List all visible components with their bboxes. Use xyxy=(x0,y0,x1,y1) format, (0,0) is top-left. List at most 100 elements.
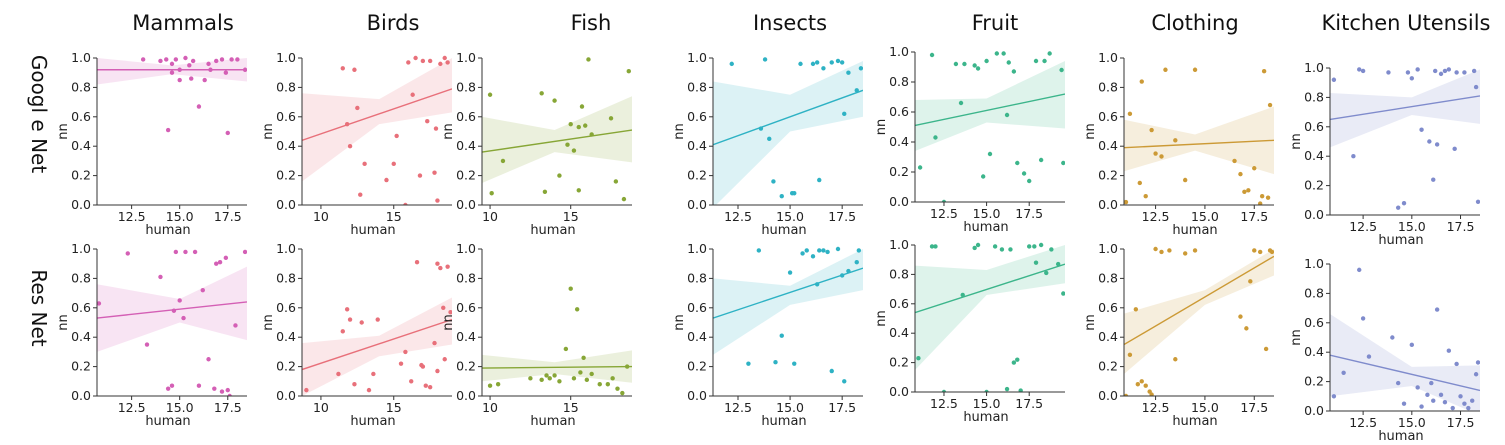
data-point xyxy=(933,244,938,249)
x-axis-label: human xyxy=(530,414,575,429)
data-point xyxy=(615,386,620,391)
y-tick-label: 0.6 xyxy=(889,296,909,311)
confidence-band xyxy=(302,58,452,182)
data-point xyxy=(825,249,830,255)
data-point xyxy=(158,58,163,64)
regression-line xyxy=(482,365,632,369)
data-point xyxy=(994,51,1000,56)
data-point xyxy=(980,174,986,179)
plot-area xyxy=(915,51,1065,202)
data-point xyxy=(1442,68,1448,74)
data-point xyxy=(1139,79,1144,84)
x-axis-label: human xyxy=(350,223,395,238)
x-tick-label: 15 xyxy=(563,209,579,224)
data-point xyxy=(227,393,232,396)
panel-fruit-row1: 0.0 0.2 0.4 0.6 0.8 1.0 12.5 15.0 17.5 human nn xyxy=(874,237,1065,425)
data-point xyxy=(487,383,493,388)
data-point xyxy=(403,349,408,355)
data-point xyxy=(500,158,506,164)
data-point xyxy=(489,191,494,196)
y-tick-label: 0.2 xyxy=(276,359,296,374)
column-title-kitchen-utensils: Kitchen Utensils xyxy=(1322,11,1491,35)
data-point xyxy=(177,298,182,303)
x-tick-label: 12.5 xyxy=(1349,219,1377,234)
y-tick-label: 0.0 xyxy=(1098,197,1118,212)
data-point xyxy=(1033,260,1039,265)
data-point xyxy=(189,76,194,81)
data-point xyxy=(792,361,797,366)
data-point xyxy=(1427,139,1432,144)
data-point xyxy=(1395,380,1401,386)
x-tick-label: 15.0 xyxy=(166,209,194,224)
data-point xyxy=(975,242,981,248)
y-tick-label: 0.2 xyxy=(71,168,91,183)
data-point xyxy=(1044,270,1049,276)
confidence-band xyxy=(1124,249,1274,374)
y-tick-label: 0.6 xyxy=(456,109,476,124)
data-point xyxy=(568,121,573,127)
data-point xyxy=(846,268,851,274)
y-tick-label: 0.4 xyxy=(1098,138,1118,153)
plot-area xyxy=(97,55,247,136)
data-point xyxy=(173,249,179,255)
x-tick-label: 12.5 xyxy=(930,396,958,411)
x-axis-label: human xyxy=(1378,429,1423,444)
data-point xyxy=(304,387,309,393)
y-tick-label: 0.2 xyxy=(456,359,476,374)
x-tick-label: 17.5 xyxy=(1240,400,1268,415)
plot-area xyxy=(1124,67,1274,205)
data-point xyxy=(842,379,847,384)
data-point xyxy=(1159,154,1164,159)
regression-line xyxy=(713,89,863,146)
data-point xyxy=(97,301,102,306)
x-tick-label: 15.0 xyxy=(166,400,194,415)
data-point xyxy=(1047,51,1052,56)
data-point xyxy=(987,151,993,157)
y-tick-label: 0.2 xyxy=(889,355,909,370)
data-point xyxy=(1011,360,1017,365)
y-tick-label: 1.0 xyxy=(1304,256,1324,271)
data-point xyxy=(941,389,947,392)
data-point xyxy=(542,189,548,194)
data-point xyxy=(432,340,437,346)
y-tick-label: 1.0 xyxy=(456,241,476,256)
data-point xyxy=(183,249,188,255)
y-tick-label: 0.0 xyxy=(71,197,91,212)
data-point xyxy=(792,191,797,196)
panel-kitchen-utensils-row0: 0.0 0.2 0.4 0.6 0.8 1.0 12.5 15.0 17.5 human nn xyxy=(1289,60,1480,248)
confidence-band xyxy=(713,249,863,355)
data-point xyxy=(586,57,591,62)
data-point xyxy=(340,329,345,334)
data-point xyxy=(1038,242,1044,248)
data-point xyxy=(355,105,360,111)
data-point xyxy=(1139,379,1144,384)
y-tick-label: 0.2 xyxy=(276,168,296,183)
y-tick-label: 0.0 xyxy=(889,384,909,399)
data-point xyxy=(1265,195,1271,200)
data-point xyxy=(835,246,841,252)
regression-line xyxy=(1124,139,1274,149)
data-point xyxy=(242,67,247,72)
x-axis-label: human xyxy=(761,414,806,429)
y-axis-label: nn xyxy=(261,123,276,139)
data-point xyxy=(557,173,562,178)
y-tick-label: 0.2 xyxy=(1304,178,1324,193)
data-point xyxy=(610,376,615,381)
plot-area xyxy=(1330,67,1480,210)
data-point xyxy=(352,382,357,387)
y-tick-label: 0.2 xyxy=(687,168,707,183)
data-point xyxy=(1401,401,1407,406)
y-tick-label: 0.0 xyxy=(456,388,476,403)
plot-area xyxy=(1330,267,1480,411)
y-tick-label: 1.0 xyxy=(276,241,296,256)
y-tick-label: 0.4 xyxy=(456,329,476,344)
data-point xyxy=(359,320,364,325)
panel-fruit-row0: 0.0 0.2 0.4 0.6 0.8 1.0 12.5 15.0 17.5 human nn xyxy=(874,44,1065,235)
data-point xyxy=(1450,405,1455,411)
data-point xyxy=(608,116,614,121)
data-point xyxy=(1038,157,1044,163)
data-point xyxy=(999,247,1005,252)
data-point xyxy=(435,368,440,374)
data-point xyxy=(1252,248,1257,253)
data-point xyxy=(1006,60,1011,65)
